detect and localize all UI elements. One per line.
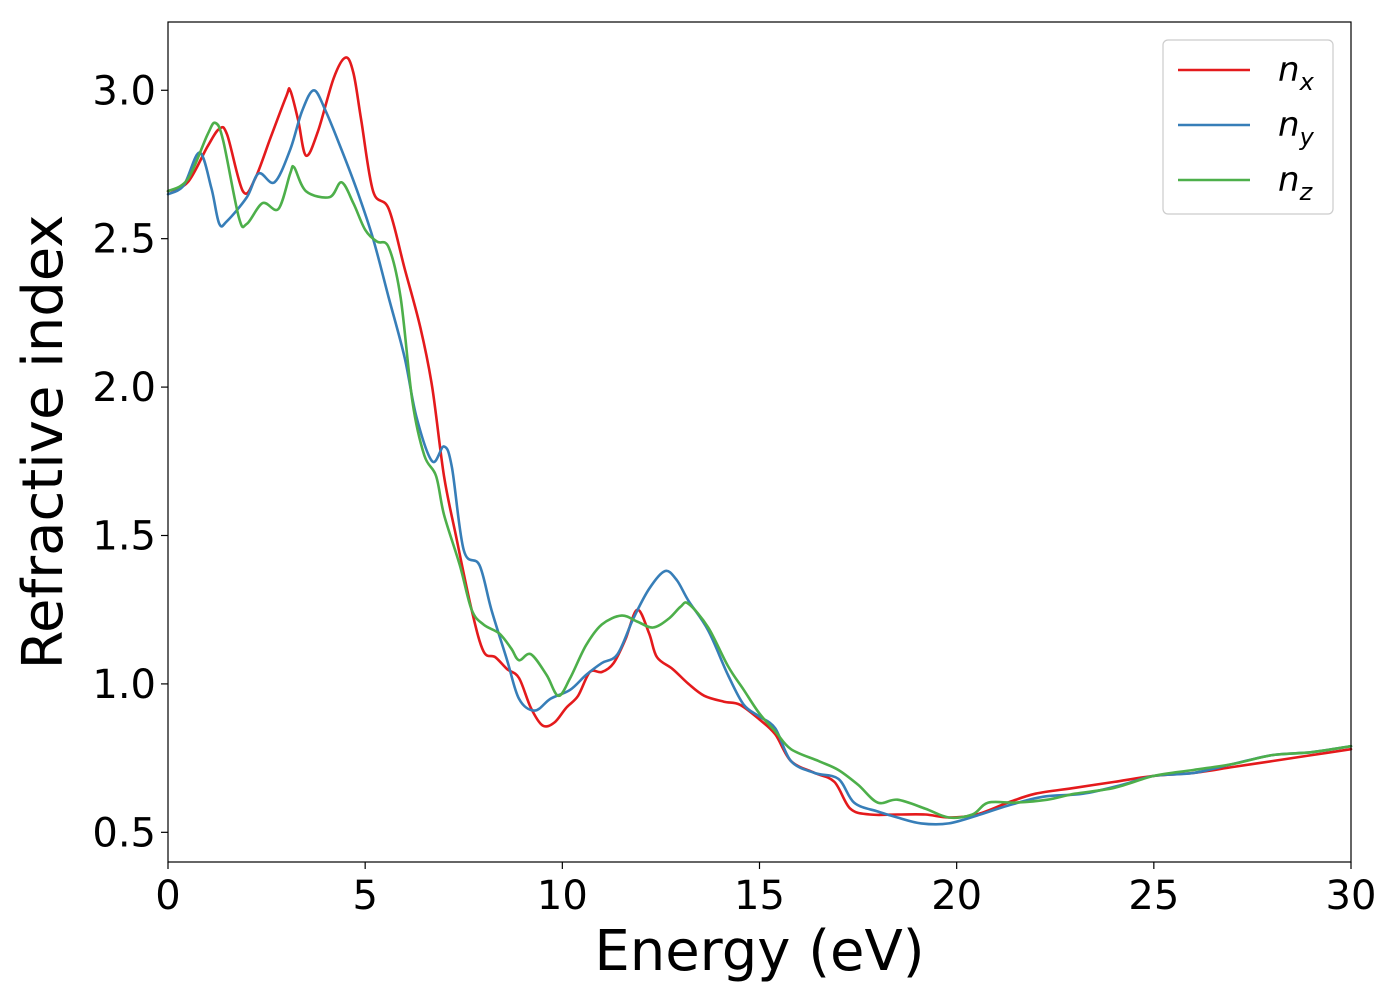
y-tick-label: 0.5 — [92, 810, 156, 856]
y-tick-label: 1.0 — [92, 662, 156, 708]
y-tick-label: 2.5 — [92, 217, 156, 263]
plot-area-frame — [167, 21, 1352, 863]
x-tick-label: 15 — [734, 873, 785, 919]
x-axis-label: Energy (eV) — [594, 919, 924, 984]
series-line-nz — [166, 121, 1353, 820]
legend-label-base: n — [1278, 105, 1300, 145]
legend-label-subscript: x — [1299, 68, 1315, 96]
y-tick-label: 3.0 — [92, 68, 156, 114]
legend-label-base: n — [1278, 160, 1300, 200]
y-tick-label: 2.0 — [92, 365, 156, 411]
legend-box — [1162, 39, 1334, 215]
x-tick-label: 30 — [1326, 873, 1377, 919]
series-line-ny — [166, 89, 1353, 826]
x-tick-label: 5 — [352, 873, 377, 919]
legend-label-subscript: z — [1299, 178, 1314, 206]
y-tick-label: 1.5 — [92, 513, 156, 559]
y-axis-label: Refractive index — [11, 215, 76, 670]
legend-label-ny: ny — [1278, 105, 1315, 151]
legend-label-nz: nz — [1278, 160, 1314, 206]
x-tick-label: 0 — [155, 873, 180, 919]
y-axis-ticks: 0.5 1.0 1.5 2.0 2.5 3.0 — [92, 68, 168, 856]
series-layer — [166, 56, 1353, 826]
x-tick-label: 20 — [931, 873, 982, 919]
x-tick-label: 10 — [537, 873, 588, 919]
x-axis-ticks: 0 5 10 15 20 25 30 — [155, 862, 1376, 919]
legend-label-nx: nx — [1278, 50, 1315, 96]
x-tick-label: 25 — [1128, 873, 1179, 919]
legend-label-base: n — [1278, 50, 1300, 90]
legend-label-subscript: y — [1299, 123, 1315, 151]
